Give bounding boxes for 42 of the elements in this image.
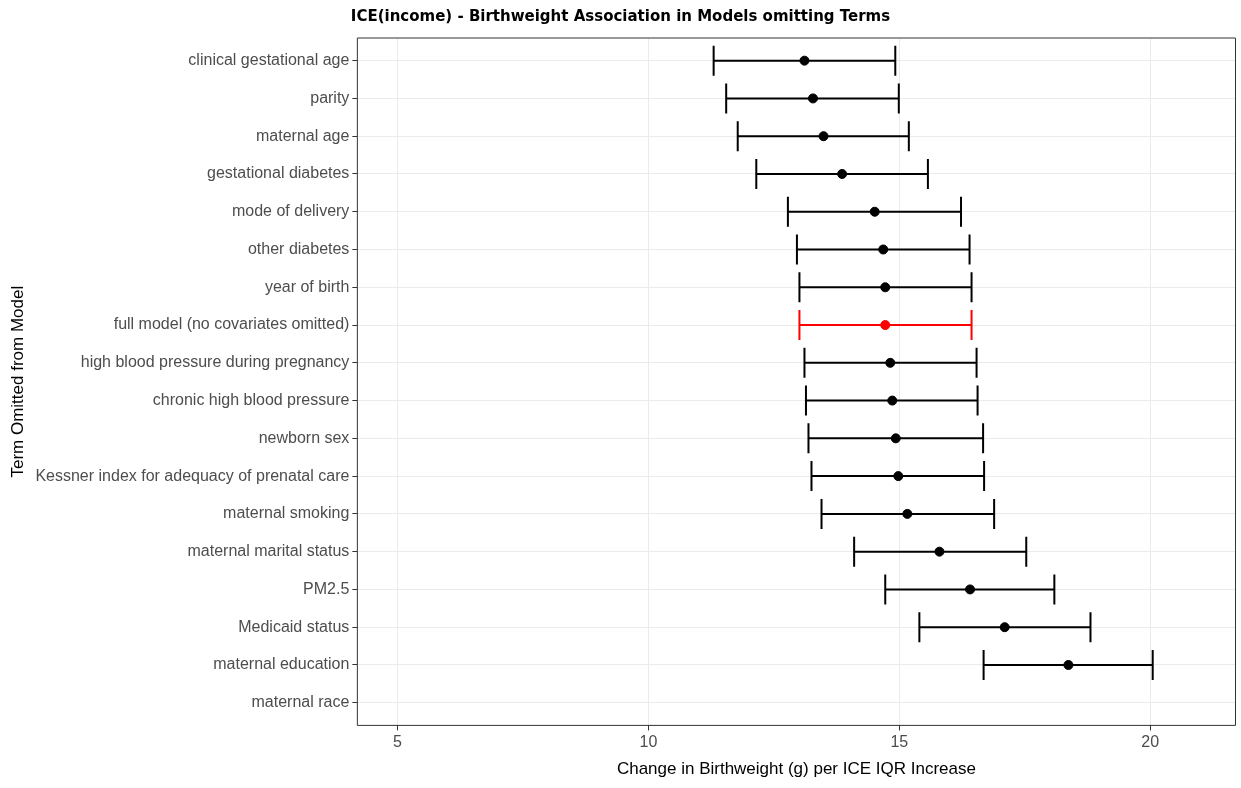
y-tick-label: other diabetes <box>247 239 350 257</box>
y-tick-label: newborn sex <box>258 428 350 446</box>
point <box>999 622 1010 633</box>
y-tick-label: clinical gestational age <box>188 51 350 69</box>
y-tick-label: PM2.5 <box>303 579 350 597</box>
y-tick-label: Kessner index for adequacy of prenatal care <box>35 466 350 484</box>
y-tick-label: parity <box>310 88 350 106</box>
x-tick-label: 15 <box>890 733 909 751</box>
point <box>885 357 896 368</box>
point <box>887 395 898 406</box>
point <box>880 320 891 331</box>
y-tick-label: high blood pressure during pregnancy <box>80 353 350 371</box>
point <box>837 168 848 179</box>
point <box>799 55 810 66</box>
point <box>878 244 889 255</box>
point <box>890 433 901 444</box>
point <box>965 584 976 595</box>
y-tick-label: mode of delivery <box>231 202 350 220</box>
point <box>902 508 913 519</box>
y-tick-label: gestational diabetes <box>207 164 350 182</box>
x-tick-label: 10 <box>639 733 658 751</box>
chart-title: ICE(income) - Birthweight Association in Models omitting Terms <box>350 6 891 25</box>
x-tick-label: 5 <box>393 733 403 751</box>
x-tick-label: 20 <box>1141 733 1160 751</box>
x-axis-title: Change in Birthweight (g) per ICE IQR Increase <box>616 759 976 779</box>
y-tick-label: full model (no covariates omitted) <box>113 315 350 333</box>
point <box>807 93 818 104</box>
point <box>869 206 880 217</box>
y-axis-title: Term Omitted from Model <box>7 285 27 478</box>
point <box>893 471 904 482</box>
y-tick-label: maternal age <box>255 126 350 144</box>
point <box>818 131 829 142</box>
y-tick-label: maternal smoking <box>223 504 350 522</box>
point <box>880 282 891 293</box>
point <box>1063 659 1074 670</box>
y-tick-label: Medicaid status <box>238 617 350 635</box>
y-tick-label: year of birth <box>264 277 350 295</box>
y-tick-label: chronic high blood pressure <box>152 390 350 408</box>
y-tick-label: maternal marital status <box>187 542 350 560</box>
y-tick-label: maternal education <box>213 655 350 673</box>
y-tick-label: maternal race <box>251 693 350 711</box>
point <box>934 546 945 557</box>
